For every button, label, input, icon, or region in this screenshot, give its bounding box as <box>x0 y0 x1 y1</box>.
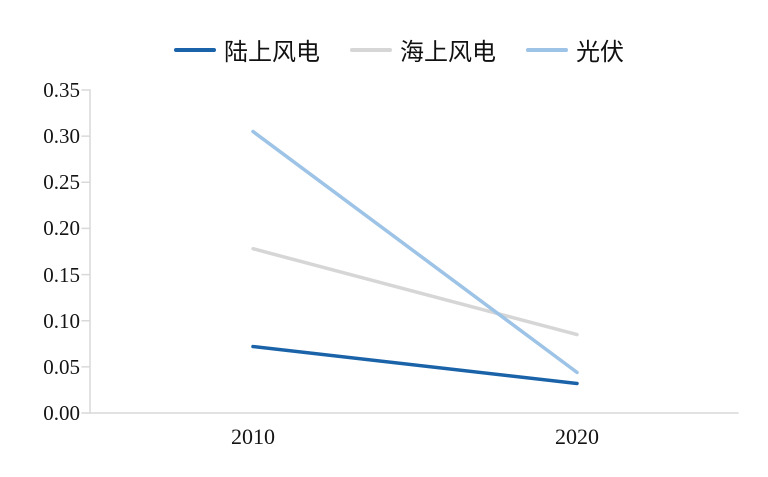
y-tick-label: 0.15 <box>43 262 80 287</box>
y-tick-label: 0.05 <box>43 354 80 379</box>
offshore-wind-line-swatch-icon <box>350 47 392 52</box>
y-tick-label: 0.35 <box>43 78 80 102</box>
legend-label-onshore-wind: 陆上风电 <box>224 40 320 66</box>
y-tick-label: 0.20 <box>43 216 80 241</box>
y-tick-label: 0.25 <box>43 170 80 195</box>
series-line-1 <box>251 246 579 337</box>
solar-pv-line-swatch-icon <box>526 47 568 52</box>
chart-legend: 陆上风电 海上风电 光伏 <box>0 32 768 67</box>
y-tick-label: 0.30 <box>43 124 80 149</box>
x-tick-label: 2010 <box>231 424 275 449</box>
x-tick-label: 2020 <box>555 424 599 449</box>
legend-item-onshore-wind: 陆上风电 <box>174 32 320 67</box>
onshore-wind-line-swatch-icon <box>174 47 216 52</box>
legend-item-solar-pv: 光伏 <box>526 32 624 67</box>
legend-label-offshore-wind: 海上风电 <box>400 40 496 66</box>
series-line-2 <box>251 129 579 375</box>
y-tick-label: 0.10 <box>43 308 80 333</box>
series-line-0 <box>251 344 579 386</box>
y-tick-label: 0.00 <box>43 401 80 425</box>
legend-label-solar-pv: 光伏 <box>576 40 624 66</box>
legend-item-offshore-wind: 海上风电 <box>350 32 496 67</box>
